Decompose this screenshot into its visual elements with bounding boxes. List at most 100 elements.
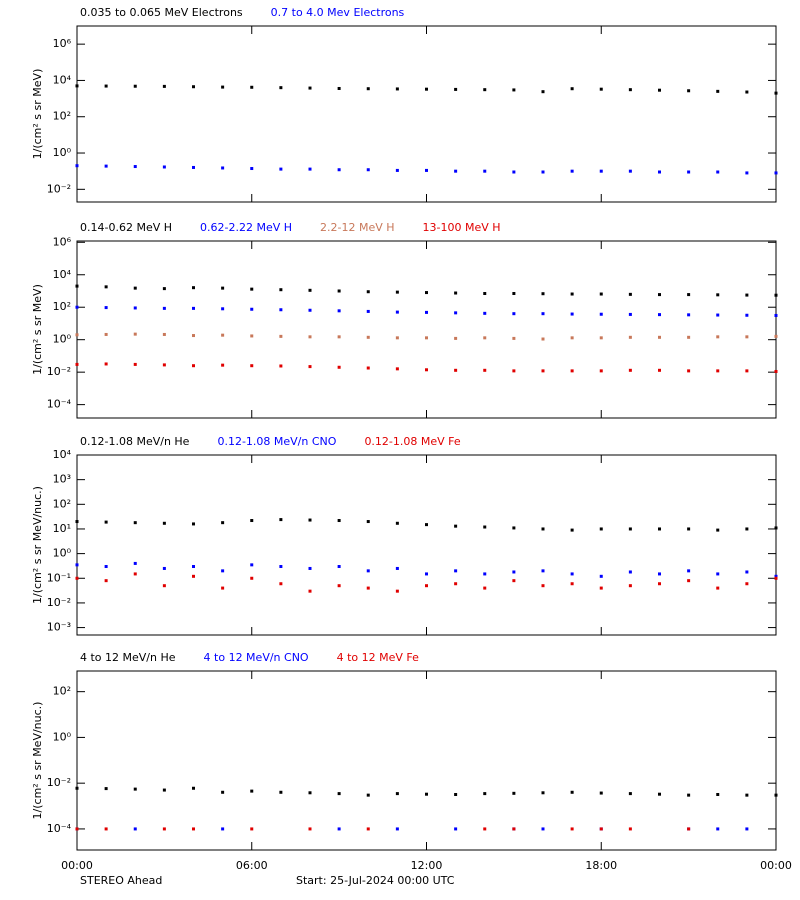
data-point xyxy=(658,88,661,92)
data-point xyxy=(75,520,79,524)
data-point xyxy=(133,362,137,366)
y-tick-label: 10⁻² xyxy=(47,776,71,789)
data-point xyxy=(104,164,108,168)
data-point xyxy=(716,572,720,576)
data-point xyxy=(337,792,341,796)
data-point xyxy=(687,793,691,797)
y-tick-label: 10⁶ xyxy=(53,37,72,50)
y-axis-label: 1/(cm² s sr MeV) xyxy=(31,284,44,375)
data-point xyxy=(395,168,399,172)
y-tick-label: 10⁻² xyxy=(47,365,71,378)
data-point xyxy=(308,589,312,593)
data-point xyxy=(366,87,370,91)
plot-frame xyxy=(76,454,777,636)
legend-entry: 0.7 to 4.0 Mev Electrons xyxy=(271,6,405,19)
data-point xyxy=(745,570,749,574)
data-point xyxy=(221,586,225,590)
data-point xyxy=(221,286,225,290)
data-point xyxy=(454,524,458,528)
data-point xyxy=(192,565,195,569)
data-point xyxy=(221,569,225,573)
data-point xyxy=(745,827,749,831)
legend-entry: 0.12-1.08 MeV/n CNO xyxy=(217,435,336,448)
data-point xyxy=(628,292,632,296)
data-point xyxy=(512,579,516,583)
data-point xyxy=(687,827,691,831)
data-point xyxy=(599,827,603,831)
y-tick-label: 10² xyxy=(53,300,71,313)
y-axis-label: 1/(cm² s sr MeV/nuc.) xyxy=(31,702,44,820)
data-point xyxy=(279,167,283,171)
y-tick-label: 10⁴ xyxy=(53,448,72,461)
data-point xyxy=(133,165,137,169)
data-point xyxy=(337,519,341,523)
data-point xyxy=(483,572,487,576)
data-point xyxy=(599,87,603,91)
y-tick-label: 10² xyxy=(53,497,71,510)
data-point xyxy=(774,574,778,578)
data-point xyxy=(745,527,749,531)
y-tick-label: 10² xyxy=(53,110,71,123)
data-point xyxy=(162,788,166,792)
data-point xyxy=(366,168,370,172)
data-point xyxy=(221,363,225,367)
data-point xyxy=(570,790,574,794)
data-point xyxy=(628,527,632,531)
y-tick-label: 10⁻² xyxy=(47,182,71,195)
y-tick-label: 10⁻¹ xyxy=(47,571,71,584)
data-point xyxy=(658,313,661,317)
data-point xyxy=(512,526,516,530)
data-point xyxy=(366,520,370,524)
data-point xyxy=(75,284,79,288)
data-point xyxy=(425,368,428,372)
data-point xyxy=(337,168,341,172)
data-point xyxy=(308,308,312,312)
data-point xyxy=(221,521,225,525)
data-point xyxy=(774,313,778,317)
data-point xyxy=(133,787,137,791)
data-point xyxy=(337,365,341,369)
data-point xyxy=(104,306,108,310)
data-point xyxy=(104,565,108,569)
legend-entry: 0.62-2.22 MeV H xyxy=(200,221,292,234)
data-point xyxy=(425,584,428,588)
data-point xyxy=(483,311,487,315)
data-point xyxy=(75,333,79,337)
data-point xyxy=(425,572,428,576)
data-point xyxy=(250,827,254,831)
data-point xyxy=(395,566,399,570)
data-point xyxy=(337,584,341,588)
data-point xyxy=(570,312,574,316)
data-point xyxy=(75,563,79,567)
data-point xyxy=(425,291,428,295)
data-point xyxy=(745,335,749,339)
data-point xyxy=(308,167,312,171)
data-point xyxy=(162,287,166,291)
data-point xyxy=(454,582,458,586)
data-point xyxy=(250,287,254,291)
data-point xyxy=(570,87,574,91)
y-tick-label: 10⁻² xyxy=(47,596,71,609)
data-point xyxy=(366,569,370,573)
data-point xyxy=(599,336,603,340)
x-tick-label: 00:00 xyxy=(760,859,792,872)
data-point xyxy=(162,84,166,88)
data-point xyxy=(599,369,603,373)
data-point xyxy=(687,170,691,174)
data-point xyxy=(337,86,341,90)
data-point xyxy=(395,827,399,831)
data-point xyxy=(687,527,691,531)
data-point xyxy=(162,306,166,310)
data-point xyxy=(308,288,312,292)
data-point xyxy=(192,364,195,368)
data-point xyxy=(279,288,283,292)
data-point xyxy=(425,523,428,527)
data-point xyxy=(192,334,195,338)
data-point xyxy=(133,521,137,525)
data-point xyxy=(541,369,545,373)
y-tick-label: 10⁴ xyxy=(53,268,72,281)
data-point xyxy=(425,336,428,340)
data-point xyxy=(75,827,79,831)
y-tick-label: 10⁰ xyxy=(53,730,72,743)
data-point xyxy=(308,566,312,570)
